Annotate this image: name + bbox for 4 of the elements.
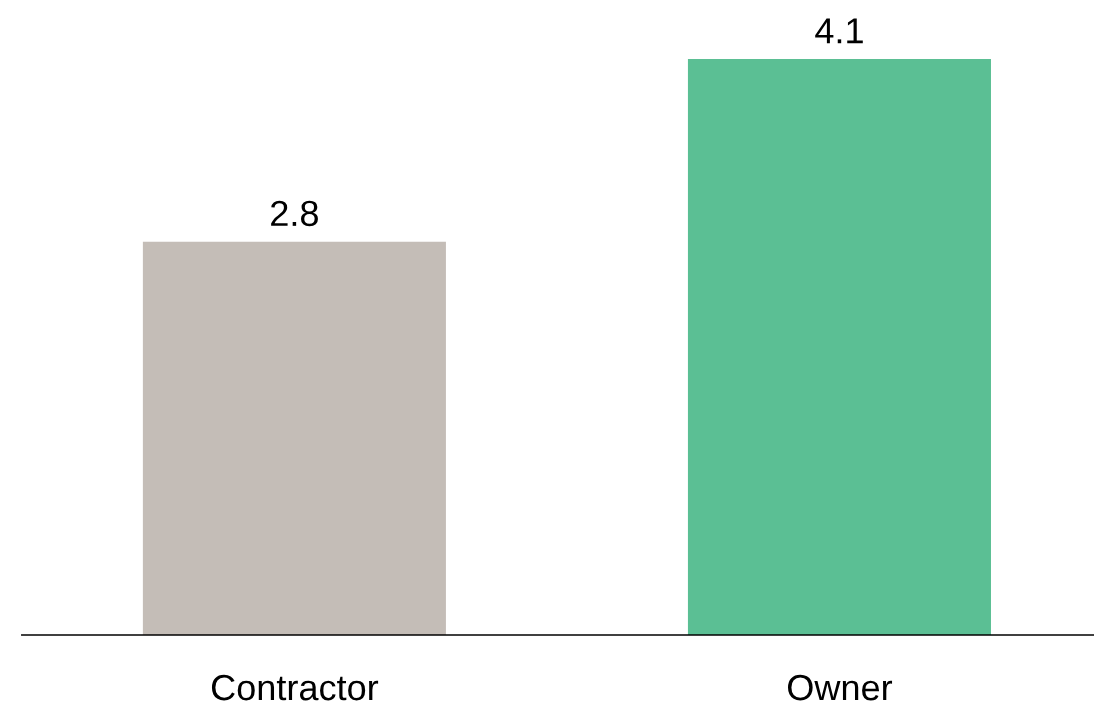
data-label: 4.1 — [815, 18, 863, 44]
x-tick-label: Owner — [787, 674, 893, 701]
data-label: 2.8 — [271, 200, 318, 227]
x-tick-label: Contractor — [211, 674, 379, 701]
